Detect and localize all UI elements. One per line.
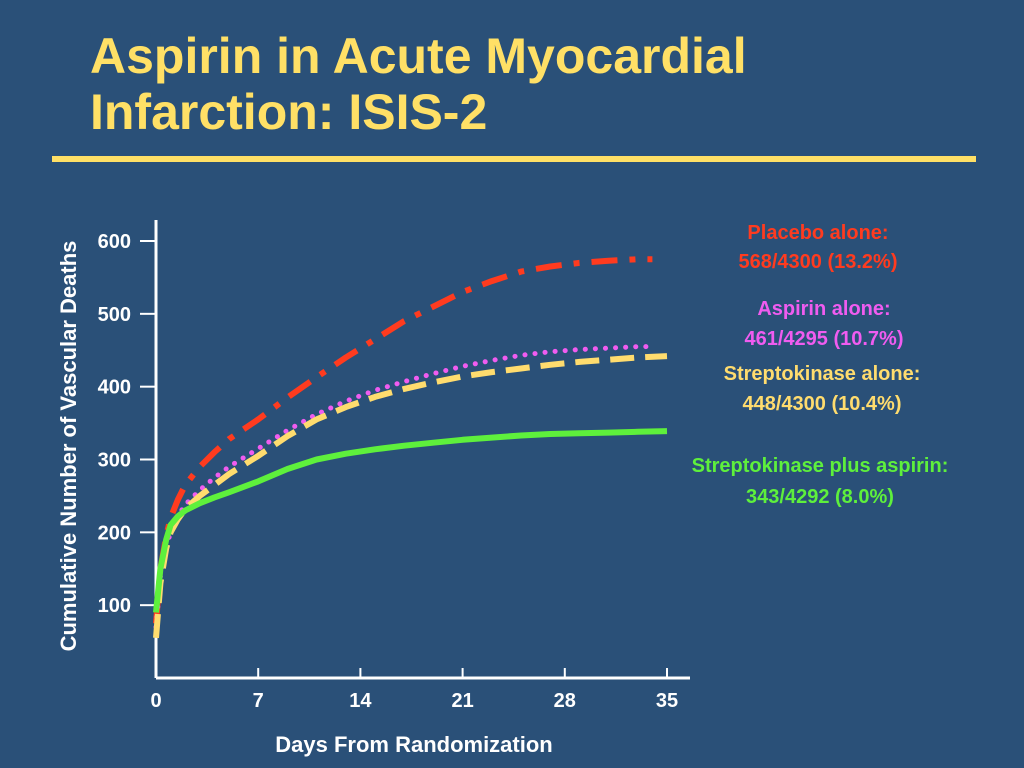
legend-sk-count: 448/4300 (10.4%) xyxy=(742,393,901,415)
x-tick-label-0: 0 xyxy=(150,690,161,712)
x-tick-label-21: 21 xyxy=(451,690,473,712)
legend-aspirin-count: 461/4295 (10.7%) xyxy=(744,328,903,350)
legend-sk-title: Streptokinase alone: xyxy=(724,363,921,385)
x-tick-label-28: 28 xyxy=(554,690,576,712)
chart-axes xyxy=(154,220,690,680)
x-axis-title: Days From Randomization xyxy=(275,732,552,757)
legend: Placebo alone: 568/4300 (13.2%) Aspirin … xyxy=(692,222,949,508)
x-tick-label-14: 14 xyxy=(349,690,372,712)
legend-aspirin-title: Aspirin alone: xyxy=(757,298,890,320)
series-line-placebo xyxy=(153,256,653,624)
y-tick-label-400: 400 xyxy=(98,377,131,399)
series-line-sk_aspirin xyxy=(153,428,668,613)
y-tick-label-600: 600 xyxy=(98,231,131,253)
y-axis-title: Cumulative Number of Vascular Deaths xyxy=(56,241,81,652)
series-line-sk xyxy=(153,353,668,639)
legend-placebo-title: Placebo alone: xyxy=(747,222,888,244)
series-lines xyxy=(153,256,668,639)
y-tick-label-100: 100 xyxy=(98,595,131,617)
slide-title-line1: Aspirin in Acute Myocardial xyxy=(90,28,747,84)
y-tick-label-300: 300 xyxy=(98,450,131,472)
y-tick-label-200: 200 xyxy=(98,522,131,544)
legend-placebo-count: 568/4300 (13.2%) xyxy=(738,251,897,273)
legend-sk-aspirin-count: 343/4292 (8.0%) xyxy=(746,486,894,508)
y-ticks: 100 200 300 400 500 600 xyxy=(98,231,156,617)
slide-title-line2: Infarction: ISIS-2 xyxy=(90,84,488,140)
x-tick-label-7: 7 xyxy=(253,690,264,712)
y-tick-label-500: 500 xyxy=(98,304,131,326)
title-underline xyxy=(52,156,976,162)
x-ticks: 0 7 14 21 28 35 xyxy=(150,668,678,712)
x-tick-label-35: 35 xyxy=(656,690,678,712)
legend-sk-aspirin-title: Streptokinase plus aspirin: xyxy=(692,455,949,477)
slide-title: Aspirin in Acute Myocardial Infarction: … xyxy=(90,28,970,140)
